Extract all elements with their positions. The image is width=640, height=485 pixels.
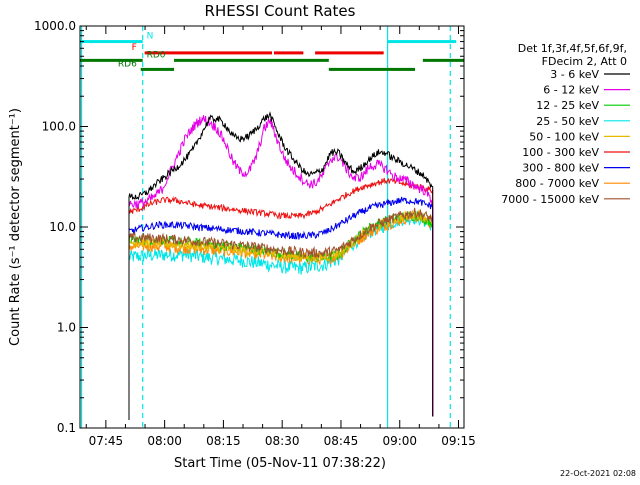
- flag-bar-rd6-segment-1: [140, 67, 175, 71]
- legend-label-2: 6 - 12 keV: [543, 84, 599, 97]
- legend-header-line: FDecim 2, Att 0: [542, 55, 627, 68]
- series-line-9: [128, 207, 434, 420]
- flag-label-f: F: [132, 43, 137, 53]
- flag-bar-rd0-segment-3: [422, 58, 464, 62]
- x-tick-label: 07:45: [89, 434, 124, 448]
- flag-bar-rd0-segment-1: [80, 58, 143, 62]
- x-tick-label: 08:00: [147, 434, 182, 448]
- flag-bar-rd0-segment-2: [174, 58, 329, 62]
- y-tick-label: 100.0: [42, 120, 76, 134]
- axes: 07:45 08:00 08:15 08:30 08:45 09:00 09:15 0.1 1.…: [34, 19, 476, 448]
- x-tick-label: 09:15: [441, 434, 476, 448]
- flag-bars: NF RD0 RD6: [80, 32, 464, 71]
- series-lines: [128, 111, 434, 420]
- series-line-6: [128, 176, 434, 420]
- flag-bar-n-segment-2: [387, 40, 457, 44]
- legend-label-6: 100 - 300 keV: [522, 146, 599, 159]
- flag-label-rd0: RD0: [147, 50, 166, 60]
- legend-label-7: 300 - 800 keV: [522, 162, 599, 175]
- x-axis-label: Start Time (05-Nov-11 07:38:22): [174, 456, 386, 471]
- chart-title: RHESSI Count Rates: [205, 2, 356, 20]
- flag-bar-f-segment-2: [273, 51, 304, 55]
- flag-bar-n-segment-1: [80, 40, 143, 44]
- flag-bar-f-segment-1: [144, 51, 272, 55]
- legend-header-line: Det 1f,3f,4f,5f,6f,9f,: [518, 42, 627, 55]
- series-line-1: [128, 111, 434, 420]
- legend-label-1: 3 - 6 keV: [550, 68, 599, 81]
- series-line-7: [128, 196, 434, 420]
- legend-label-3: 12 - 25 keV: [536, 99, 599, 112]
- legend-label-9: 7000 - 15000 keV: [501, 193, 599, 206]
- y-axis-label: Count Rate (s⁻¹ detector segment⁻¹): [8, 108, 23, 346]
- y-tick-label: 0.1: [57, 421, 76, 435]
- x-tick-label: 08:30: [265, 434, 300, 448]
- legend-label-5: 50 - 100 keV: [529, 130, 599, 143]
- y-tick-label: 1.0: [57, 321, 76, 335]
- x-tick-label: 08:45: [324, 434, 359, 448]
- plot-timestamp: 22-Oct-2021 02:08: [560, 469, 636, 478]
- flag-bar-f-segment-3: [315, 51, 384, 55]
- series-line-2: [128, 115, 434, 420]
- legend: Det 1f,3f,4f,5f,6f,9f,FDecim 2, Att 03 -…: [501, 42, 630, 206]
- legend-label-4: 25 - 50 keV: [536, 115, 599, 128]
- legend-label-8: 800 - 7000 keV: [515, 177, 599, 190]
- x-tick-label: 08:15: [206, 434, 241, 448]
- y-tick-label: 1000.0: [34, 19, 76, 33]
- flag-bar-rd6-segment-2: [328, 67, 416, 71]
- y-tick-label: 10.0: [49, 220, 76, 234]
- flag-label-n: N: [147, 32, 154, 42]
- flag-label-rd6: RD6: [118, 59, 137, 69]
- x-tick-label: 09:00: [382, 434, 417, 448]
